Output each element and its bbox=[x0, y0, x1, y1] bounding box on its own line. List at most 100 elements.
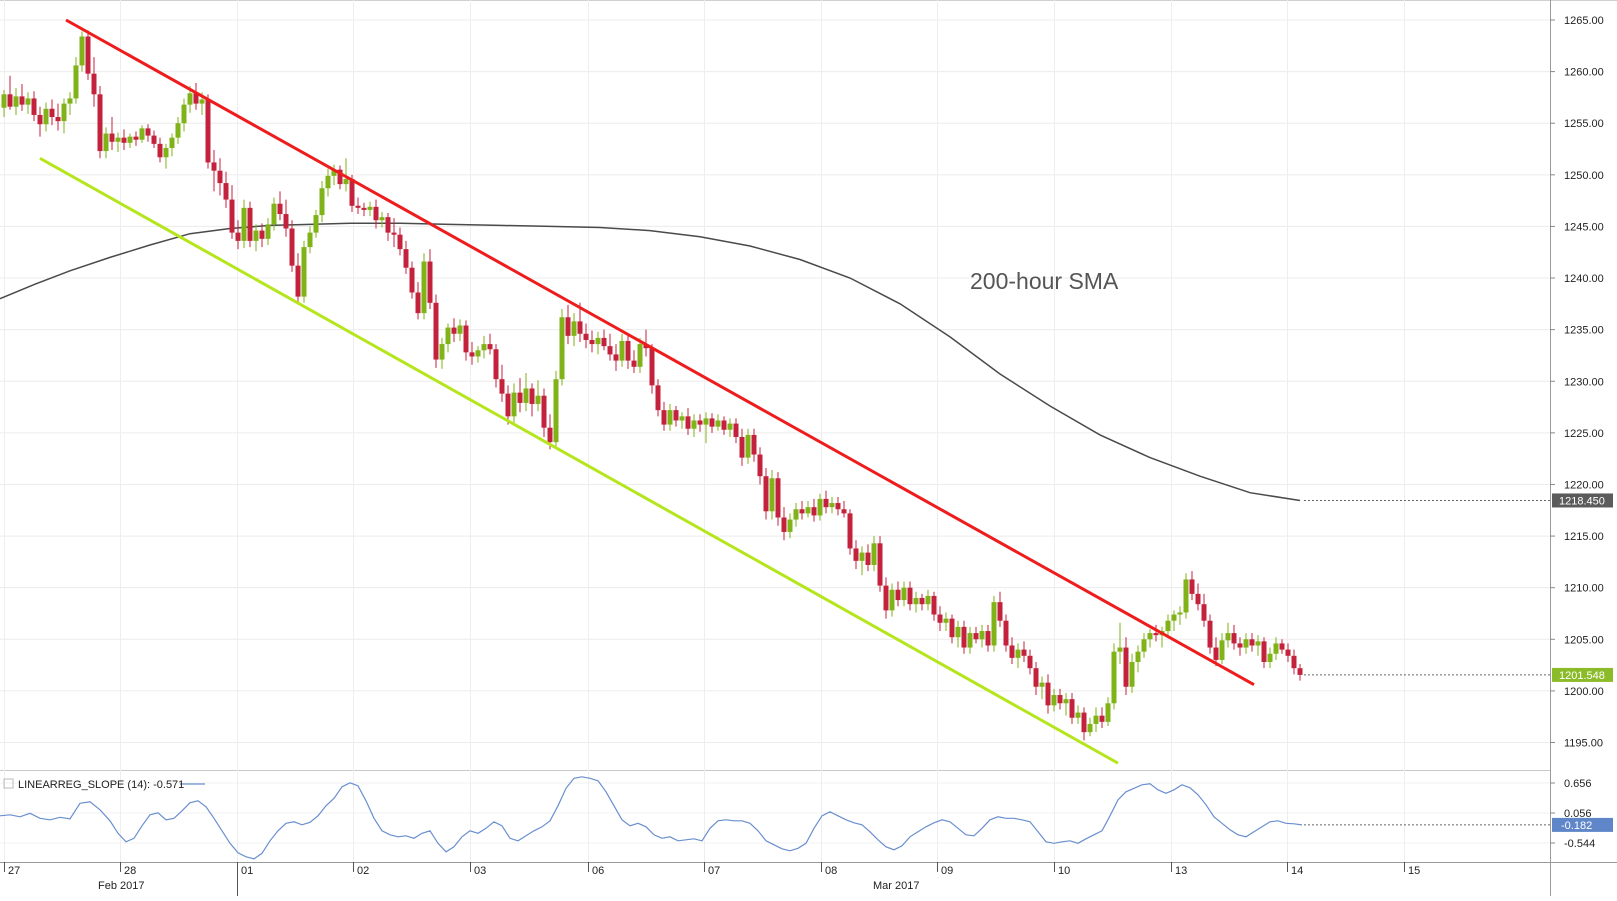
price-tick-label: 1195.00 bbox=[1564, 738, 1603, 750]
candle bbox=[319, 181, 325, 223]
candle-body bbox=[1129, 661, 1135, 687]
candle-body bbox=[217, 170, 223, 184]
candle-body bbox=[427, 261, 433, 303]
candle bbox=[241, 199, 247, 249]
candle bbox=[1279, 639, 1285, 654]
candle-body bbox=[649, 348, 655, 386]
candle bbox=[853, 540, 859, 570]
candle bbox=[541, 388, 547, 437]
candle bbox=[649, 344, 655, 394]
candle bbox=[517, 378, 523, 413]
candle bbox=[571, 313, 577, 347]
candle-body bbox=[1267, 653, 1273, 662]
candle bbox=[463, 320, 469, 361]
candle bbox=[115, 132, 121, 153]
candle-body bbox=[793, 509, 799, 520]
candle bbox=[637, 337, 643, 373]
candle-body bbox=[379, 217, 385, 221]
candle-body bbox=[559, 317, 565, 380]
lower-channel-line bbox=[39, 156, 1119, 765]
candle bbox=[961, 620, 967, 654]
candle-body bbox=[127, 136, 133, 143]
candle-body bbox=[1135, 651, 1141, 662]
candle bbox=[1165, 614, 1171, 638]
candle-body bbox=[367, 206, 373, 210]
candle-body bbox=[631, 360, 637, 367]
candle bbox=[223, 171, 229, 208]
candle bbox=[175, 117, 181, 144]
candle-body bbox=[937, 614, 943, 623]
candle bbox=[697, 414, 703, 432]
candle bbox=[661, 401, 667, 431]
candle-body bbox=[709, 418, 715, 427]
candle bbox=[1177, 606, 1183, 625]
sma-annotation: 200-hour SMA bbox=[970, 268, 1119, 294]
candle bbox=[1093, 707, 1099, 733]
candle bbox=[121, 129, 127, 151]
candle-body bbox=[979, 631, 985, 640]
indicator-tag-label: -0.182 bbox=[1561, 820, 1592, 832]
candle bbox=[931, 591, 937, 621]
candle-body bbox=[373, 206, 379, 221]
candle bbox=[259, 223, 265, 248]
candle-body bbox=[811, 507, 817, 516]
candle bbox=[49, 99, 55, 126]
candle-body bbox=[931, 595, 937, 615]
price-tick-label: 1260.00 bbox=[1564, 67, 1604, 79]
candle bbox=[1087, 717, 1093, 737]
candle bbox=[13, 88, 19, 115]
candle-body bbox=[475, 350, 481, 357]
candle bbox=[421, 253, 427, 320]
candle-body bbox=[1231, 633, 1237, 644]
candle bbox=[1117, 622, 1123, 665]
candle-body bbox=[565, 317, 571, 336]
candle bbox=[385, 213, 391, 241]
candle bbox=[1015, 643, 1021, 669]
candle bbox=[553, 370, 559, 448]
candle-body bbox=[73, 65, 79, 99]
candle-body bbox=[739, 436, 745, 458]
candle-body bbox=[1015, 649, 1021, 658]
price-tick-label: 1220.00 bbox=[1564, 479, 1604, 491]
candle bbox=[565, 304, 571, 345]
candle-body bbox=[637, 344, 643, 367]
x-tick-label: 15 bbox=[1408, 865, 1420, 877]
candle bbox=[367, 201, 373, 217]
candle-body bbox=[277, 203, 283, 215]
candle-body bbox=[97, 94, 103, 152]
candle-body bbox=[19, 96, 25, 105]
price-tick-label: 1255.00 bbox=[1564, 118, 1604, 130]
candle bbox=[235, 220, 241, 250]
candle-body bbox=[775, 478, 781, 518]
candle bbox=[1045, 674, 1051, 714]
candle-body bbox=[1081, 712, 1087, 733]
candle-body bbox=[829, 503, 835, 508]
candle-body bbox=[463, 325, 469, 353]
candle-body bbox=[583, 333, 589, 340]
candle bbox=[799, 500, 805, 520]
candle bbox=[919, 593, 925, 611]
candle bbox=[835, 496, 841, 516]
candle-body bbox=[571, 321, 577, 336]
candle-body bbox=[355, 205, 361, 208]
candle-body bbox=[1069, 699, 1075, 718]
candle-body bbox=[913, 598, 919, 605]
candle bbox=[445, 323, 451, 353]
candle bbox=[283, 199, 289, 237]
candle-body bbox=[55, 117, 61, 122]
candle bbox=[763, 467, 769, 520]
candle bbox=[607, 333, 613, 361]
candle bbox=[703, 412, 709, 444]
candle bbox=[805, 500, 811, 518]
candle-body bbox=[685, 416, 691, 429]
candle-body bbox=[349, 178, 355, 206]
candle-body bbox=[667, 410, 673, 425]
candle-body bbox=[409, 267, 415, 293]
candle bbox=[379, 211, 385, 228]
candle-layer bbox=[1, 30, 1303, 741]
candle bbox=[253, 224, 259, 252]
candle bbox=[721, 416, 727, 435]
candle-body bbox=[733, 423, 739, 437]
indicator-tick-label: 0.056 bbox=[1564, 808, 1592, 820]
